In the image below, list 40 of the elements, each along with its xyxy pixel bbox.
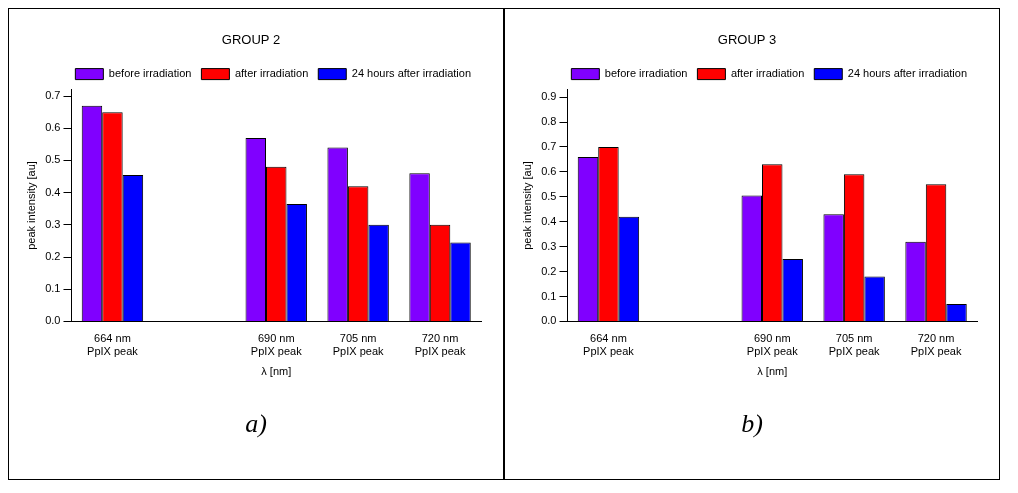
y-tick-label: 0.8 — [541, 115, 557, 128]
y-axis-title: peak intensity [au] — [24, 161, 37, 250]
legend-label: before irradiation — [108, 67, 192, 80]
x-tick-label: 720 nm PpIX peak — [414, 332, 466, 358]
y-tick-label: 0.2 — [541, 264, 557, 277]
y-tick-label: 0.5 — [541, 189, 557, 202]
y-tick-label: 0.4 — [45, 185, 61, 198]
y-tick-label: 0.2 — [45, 250, 61, 263]
x-tick-label: 664 nm PpIX peak — [87, 332, 139, 358]
y-tick-label: 0.3 — [541, 239, 557, 252]
y-tick-label: 0.1 — [45, 282, 61, 295]
x-tick-label: 690 nm PpIX peak — [250, 332, 303, 358]
text: a) — [245, 409, 267, 439]
x-tick-label: 720 nm PpIX peak — [910, 332, 962, 358]
x-axis-title: λ [nm] — [757, 365, 788, 378]
legend-label: before irradiation — [604, 67, 688, 80]
y-axis-title: peak intensity [au] — [520, 161, 533, 250]
legend-label: after irradiation — [234, 67, 309, 80]
y-tick-label: 0.5 — [45, 153, 61, 166]
y-tick-label: 0.7 — [45, 89, 61, 102]
x-tick-label: 705 nm PpIX peak — [332, 332, 385, 358]
chart-title: GROUP 3 — [717, 32, 777, 48]
y-tick-label: 0.7 — [541, 139, 557, 152]
y-tick-label: 0.1 — [541, 289, 557, 302]
y-tick-label: 0.3 — [45, 217, 61, 230]
legend-label: 24 hours after irradiation — [351, 67, 471, 80]
text: b) — [741, 409, 763, 439]
y-tick-label: 0.9 — [541, 90, 557, 103]
chart-title: GROUP 2 — [221, 32, 281, 48]
x-axis-title: λ [nm] — [261, 365, 292, 378]
x-tick-label: 664 nm PpIX peak — [583, 332, 635, 358]
y-tick-label: 0.6 — [45, 121, 61, 134]
y-tick-label: 0.0 — [541, 314, 557, 327]
x-tick-label: 690 nm PpIX peak — [746, 332, 799, 358]
x-tick-label: 705 nm PpIX peak — [828, 332, 881, 358]
y-tick-label: 0.0 — [45, 314, 61, 327]
y-tick-label: 0.6 — [541, 164, 557, 177]
legend-label: after irradiation — [730, 67, 805, 80]
legend-label: 24 hours after irradiation — [847, 67, 967, 80]
y-tick-label: 0.4 — [541, 214, 557, 227]
